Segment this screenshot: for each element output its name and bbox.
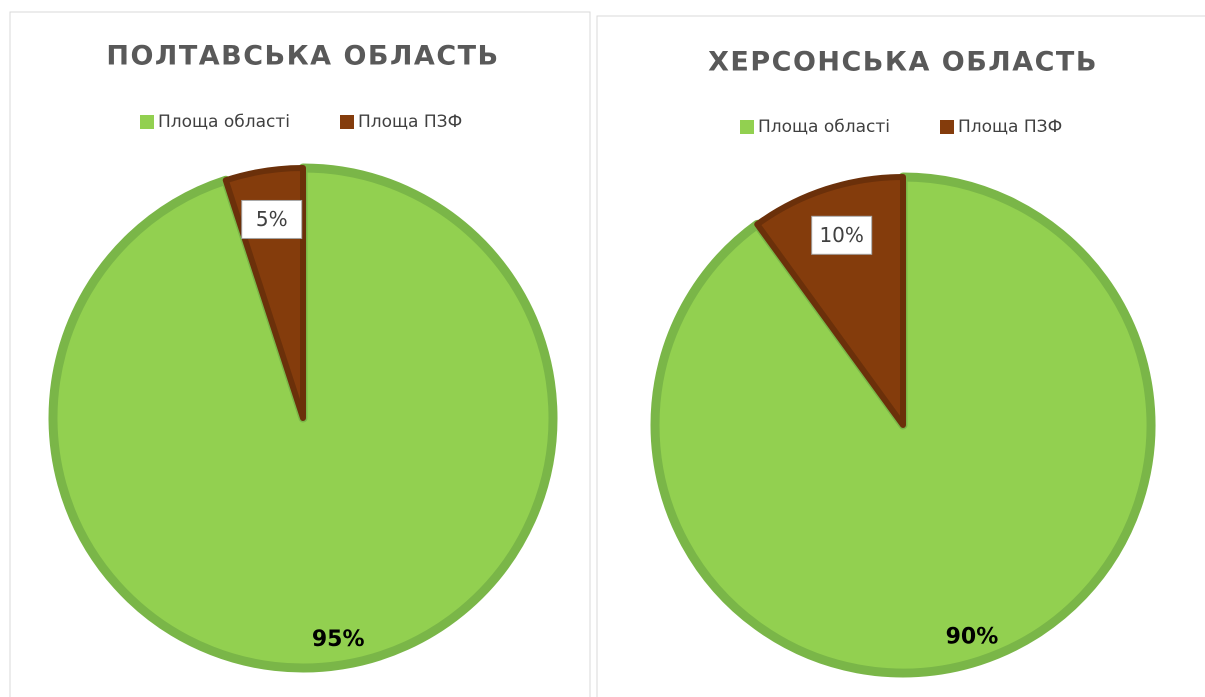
legend-swatch — [940, 120, 954, 134]
data-label: 10% — [819, 223, 863, 247]
chart-title: ПОЛТАВСЬКА ОБЛАСТЬ — [106, 41, 499, 72]
legend-label: Площа ПЗФ — [358, 112, 462, 132]
legend-swatch — [740, 120, 754, 134]
legend-label: Площа області — [758, 117, 890, 137]
data-label-box — [811, 215, 873, 255]
data-label: 5% — [256, 207, 288, 231]
data-label: 90% — [946, 624, 999, 649]
legend-swatch — [340, 115, 354, 129]
legend-label: Площа області — [158, 112, 290, 132]
chart-title: ХЕРСОНСЬКА ОБЛАСТЬ — [708, 47, 1098, 78]
data-label-box — [241, 199, 303, 239]
legend-label: Площа ПЗФ — [958, 117, 1062, 137]
legend-swatch — [140, 115, 154, 129]
pie-slice — [650, 172, 1156, 678]
data-label: 95% — [312, 627, 365, 652]
